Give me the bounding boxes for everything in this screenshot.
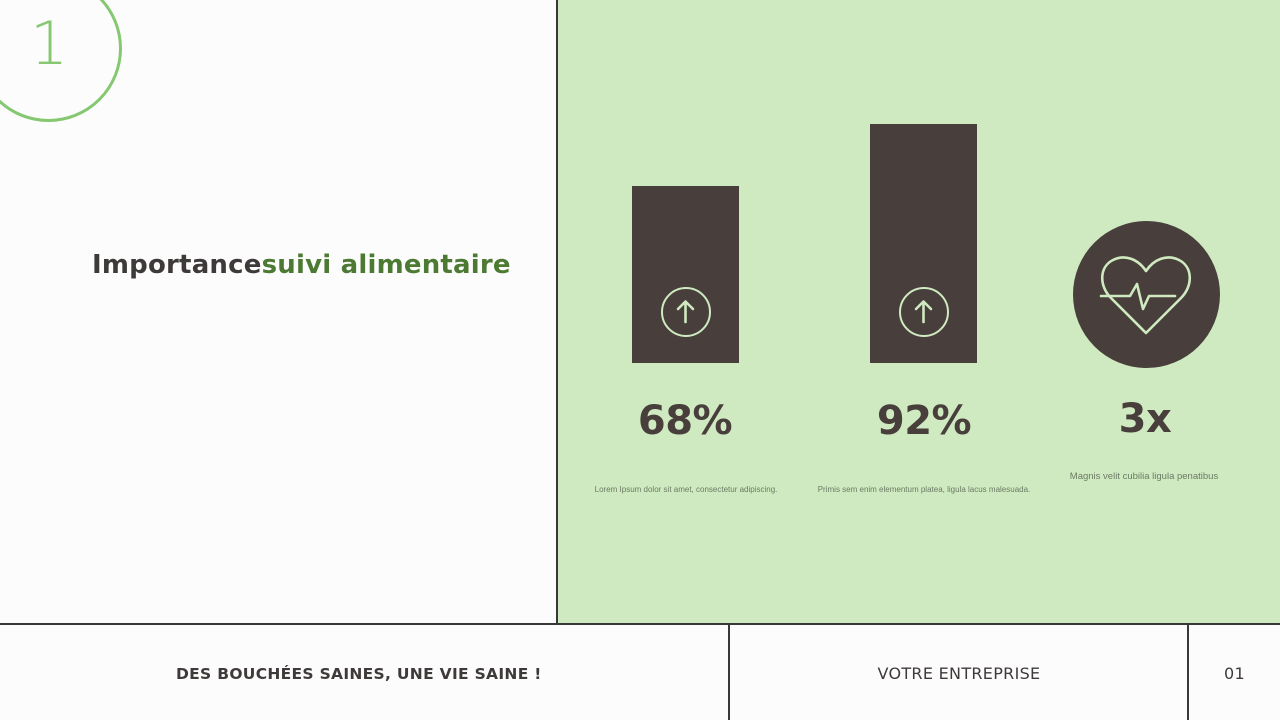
stat-value-2: 92%: [876, 398, 972, 444]
left-panel: 1 Importancesuivi alimentaire: [0, 0, 556, 624]
heart-pulse-icon: [1099, 256, 1192, 335]
stat-bar-2: [870, 124, 977, 363]
stat-bar-1: [632, 186, 739, 363]
title-part-dark: Importance: [92, 250, 262, 280]
slide-number-circle: [0, 0, 122, 122]
stat-value-3: 3x: [1118, 396, 1172, 442]
slide-title: Importancesuivi alimentaire: [92, 250, 511, 280]
stat-description-2: Primis sem enim elementum platea, ligula…: [817, 485, 1031, 494]
stat-description-3: Magnis velit cubilia ligula penatibus: [1069, 471, 1219, 482]
footer-company: VOTRE ENTREPRISE: [728, 625, 1188, 720]
arrow-up-circle-icon: [661, 287, 711, 337]
title-part-green: suivi alimentaire: [261, 250, 511, 280]
slide-number: 1: [30, 9, 69, 79]
footer-slogan: DES BOUCHÉES SAINES, UNE VIE SAINE !: [0, 625, 720, 720]
stat-value-1: 68%: [637, 398, 733, 444]
footer-slogan-text: DES BOUCHÉES SAINES, UNE VIE SAINE !: [176, 664, 542, 683]
arrow-up-circle-icon: [899, 287, 949, 337]
heart-circle: [1073, 221, 1220, 368]
footer-page-number: 01: [1187, 625, 1280, 720]
stat-description-1: Lorem Ipsum dolor sit amet, consectetur …: [594, 485, 778, 494]
footer: DES BOUCHÉES SAINES, UNE VIE SAINE ! VOT…: [0, 623, 1280, 720]
